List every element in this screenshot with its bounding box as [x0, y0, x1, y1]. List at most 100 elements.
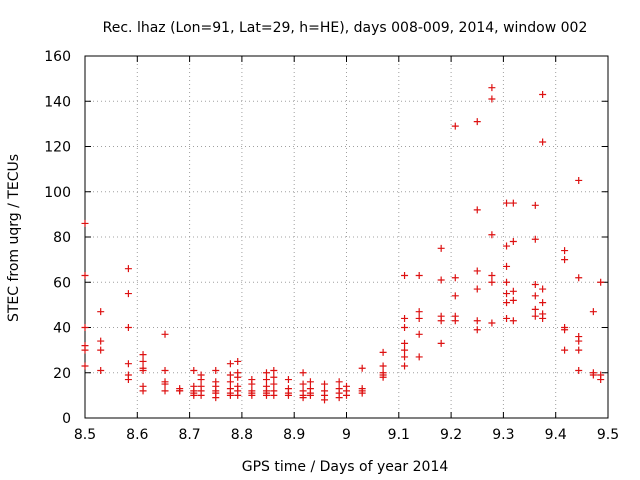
data-point [139, 357, 147, 365]
data-point [488, 231, 496, 239]
data-point [531, 201, 539, 209]
data-point [212, 366, 220, 374]
data-point [226, 371, 234, 379]
data-point [81, 324, 89, 331]
data-point [124, 265, 132, 273]
y-tick-label: 140 [44, 94, 71, 110]
data-point [531, 305, 539, 313]
data-point [575, 337, 583, 345]
x-tick-label: 8.9 [283, 427, 305, 443]
x-tick-label: 9 [342, 427, 351, 443]
data-point [488, 95, 496, 103]
data-point [415, 314, 423, 322]
data-point [415, 308, 423, 316]
x-tick-label: 8.6 [126, 427, 148, 443]
data-point [561, 247, 569, 255]
data-point [503, 314, 511, 322]
x-tick-label: 9.3 [492, 427, 514, 443]
data-point [561, 346, 569, 354]
data-point [503, 262, 511, 270]
data-point [589, 308, 597, 316]
data-point [401, 353, 409, 361]
y-tick-label: 20 [53, 366, 71, 382]
data-point [531, 312, 539, 320]
data-point [401, 324, 409, 331]
x-tick-label: 9.2 [440, 427, 462, 443]
x-tick-label: 8.8 [231, 427, 253, 443]
data-point [575, 176, 583, 184]
data-point [335, 394, 343, 402]
data-point [226, 378, 234, 386]
data-point [503, 199, 511, 207]
data-point [503, 278, 511, 286]
data-point [473, 285, 481, 293]
x-tick-label: 8.5 [74, 427, 96, 443]
data-point [509, 199, 517, 207]
data-point [539, 90, 547, 98]
data-point [589, 371, 597, 379]
x-axis-title: GPS time / Days of year 2014 [242, 459, 449, 475]
data-point [488, 271, 496, 279]
data-point [509, 317, 517, 325]
data-points [81, 84, 605, 404]
data-point [234, 373, 242, 381]
data-point [190, 391, 198, 399]
data-point [161, 366, 169, 374]
x-axis: 8.5 8.6 8.7 8.8 8.9 9 9.1 9.2 9.3 9.4 9.5 [74, 56, 619, 443]
data-point [503, 299, 511, 307]
data-point [139, 387, 147, 395]
data-point [451, 292, 459, 300]
data-point [561, 256, 569, 264]
data-point [401, 314, 409, 322]
data-point [124, 376, 132, 384]
data-point [124, 360, 132, 368]
data-point [270, 391, 278, 399]
data-point [488, 278, 496, 286]
data-point [299, 394, 307, 402]
data-point [451, 122, 459, 130]
data-point [343, 391, 350, 399]
data-point [509, 238, 517, 246]
data-point [473, 118, 481, 126]
data-point [97, 366, 105, 374]
data-point [262, 369, 270, 377]
data-point [321, 396, 329, 404]
data-point [176, 387, 184, 395]
data-point [597, 278, 605, 286]
data-point [503, 242, 511, 250]
chart-title: Rec. lhaz (Lon=91, Lat=29, h=HE), days 0… [103, 20, 588, 36]
data-point [575, 274, 583, 282]
data-point [124, 324, 132, 331]
data-point [539, 138, 547, 146]
data-point [539, 299, 547, 307]
data-point [197, 391, 205, 399]
data-point [270, 366, 278, 374]
data-point [306, 391, 314, 399]
y-tick-label: 100 [44, 185, 71, 201]
data-point [539, 285, 547, 293]
data-point [161, 330, 169, 338]
data-point [473, 317, 481, 325]
data-point [488, 84, 496, 92]
data-point [379, 348, 387, 356]
data-point [299, 369, 307, 377]
x-tick-label: 9.5 [597, 427, 619, 443]
data-point [575, 366, 583, 374]
y-tick-label: 160 [44, 49, 71, 65]
data-point [531, 235, 539, 243]
data-point [139, 366, 147, 374]
y-axis-title: STEC from uqrg / TECUs [6, 154, 22, 322]
data-point [503, 290, 511, 298]
data-point [437, 276, 445, 284]
y-tick-label: 80 [53, 230, 71, 246]
data-point [401, 271, 409, 279]
data-point [284, 391, 292, 399]
data-point [299, 380, 307, 388]
data-point [539, 314, 547, 322]
y-axis: 0 20 40 60 80 100 120 140 160 [44, 49, 608, 427]
data-point [97, 337, 105, 345]
data-point [473, 267, 481, 275]
data-point [284, 376, 292, 384]
data-point [262, 391, 270, 399]
y-tick-label: 120 [44, 140, 71, 156]
